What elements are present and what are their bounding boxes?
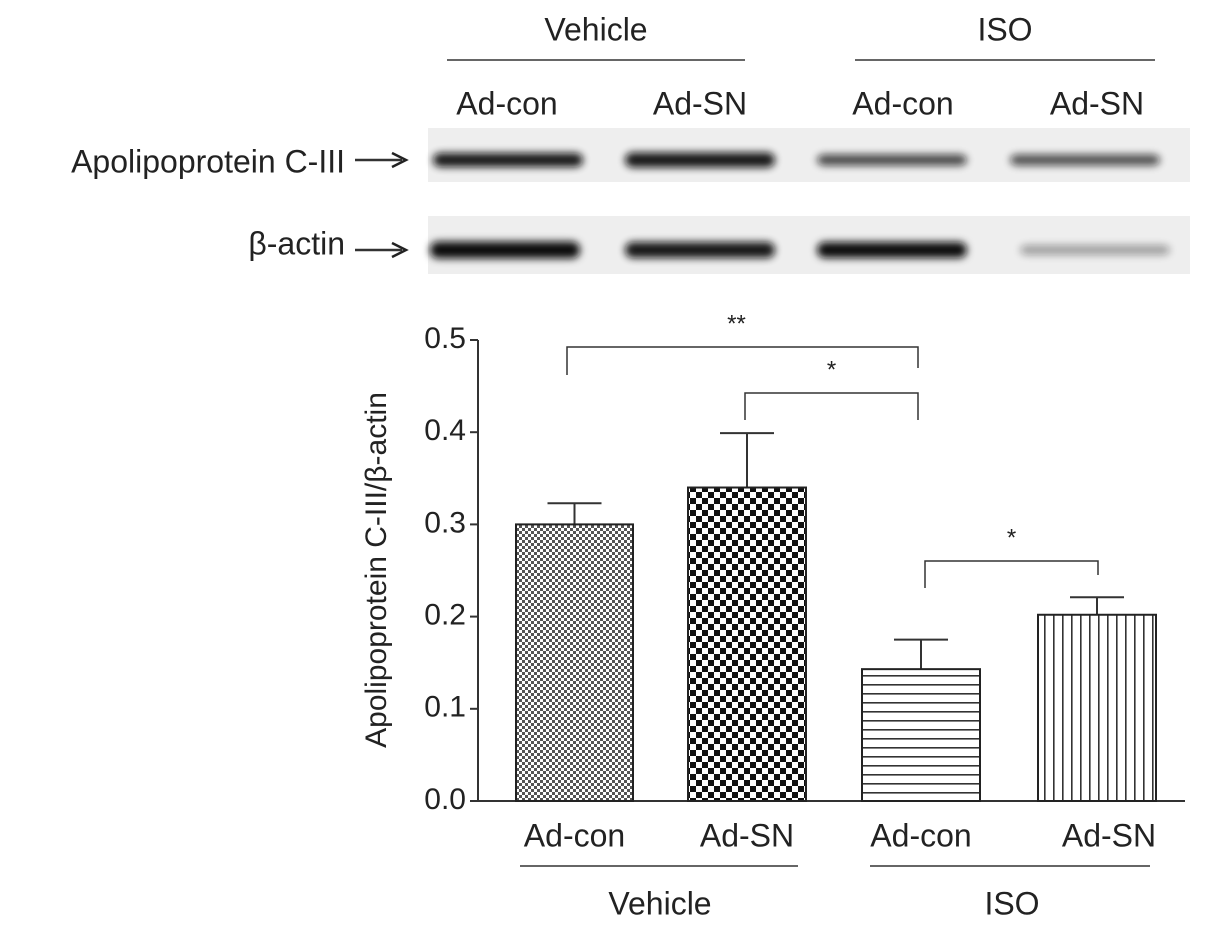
blot-band — [817, 242, 967, 258]
bar — [1037, 613, 1157, 802]
blot-band — [625, 242, 775, 258]
blot-band — [625, 152, 775, 168]
bar — [861, 668, 981, 802]
bar — [515, 523, 634, 803]
blot-band — [430, 241, 580, 259]
y-tick-label: 0.4 — [424, 414, 466, 447]
y-tick-label: 0.1 — [424, 691, 466, 724]
blot-lane-label: Ad-SN — [1050, 85, 1144, 121]
y-tick-label: 0.5 — [424, 322, 466, 355]
significance-label: ** — [727, 310, 746, 337]
y-tick-label: 0.0 — [424, 783, 466, 816]
blot-row-label: β-actin — [248, 225, 345, 261]
blot-group-label: ISO — [977, 11, 1032, 47]
blot-group-label: Vehicle — [544, 11, 647, 47]
x-group-label: Vehicle — [608, 885, 711, 921]
x-tick-label: Ad-SN — [1062, 817, 1156, 853]
x-tick-label: Ad-con — [870, 817, 971, 853]
significance-bracket — [566, 346, 919, 375]
blot-lane-label: Ad-con — [852, 85, 953, 121]
bar — [687, 486, 807, 802]
x-tick-label: Ad-con — [524, 817, 625, 853]
x-group-label: ISO — [984, 885, 1039, 921]
significance-label: * — [1007, 524, 1016, 551]
significance-bracket — [744, 392, 919, 420]
y-axis-label: Apolipoprotein C-III/β-actin — [360, 392, 393, 748]
arrow-head — [391, 241, 409, 259]
arrow-head — [391, 151, 409, 169]
blot-lane-label: Ad-con — [456, 85, 557, 121]
blot-lane-label: Ad-SN — [653, 85, 747, 121]
blot-band — [1010, 154, 1160, 166]
significance-bracket — [924, 560, 1099, 588]
blot-band — [817, 154, 967, 166]
blot-band — [1020, 245, 1170, 255]
y-tick-label: 0.2 — [424, 599, 466, 632]
blot-band — [433, 153, 583, 167]
x-tick-label: Ad-SN — [700, 817, 794, 853]
significance-label: * — [827, 356, 836, 383]
y-tick-label: 0.3 — [424, 506, 466, 539]
blot-row-label: Apolipoprotein C-III — [71, 143, 345, 179]
